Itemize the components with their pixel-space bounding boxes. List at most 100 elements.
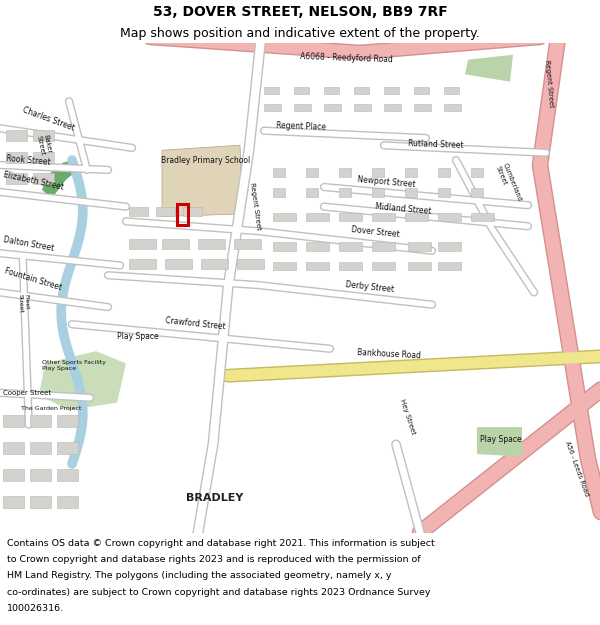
Bar — [372, 213, 395, 221]
Bar — [354, 104, 371, 111]
Bar — [273, 242, 296, 251]
Text: Hey Street: Hey Street — [399, 399, 416, 436]
Bar — [33, 173, 54, 184]
Bar — [372, 188, 384, 197]
Bar — [6, 130, 27, 141]
Bar — [33, 152, 54, 162]
Bar — [3, 496, 24, 508]
Text: Crawford Street: Crawford Street — [165, 316, 226, 331]
Text: Cumberland
Street: Cumberland Street — [495, 162, 523, 205]
Text: Regent Street: Regent Street — [249, 182, 262, 231]
Bar — [438, 261, 461, 271]
Bar — [405, 188, 417, 197]
Bar — [384, 104, 401, 111]
Text: HM Land Registry. The polygons (including the associated geometry, namely x, y: HM Land Registry. The polygons (includin… — [7, 571, 392, 581]
Bar — [57, 496, 78, 508]
Text: Regent Street: Regent Street — [544, 59, 554, 108]
Bar — [165, 259, 192, 269]
Text: Play Space: Play Space — [480, 435, 521, 444]
Bar — [57, 415, 78, 427]
Text: Derby Street: Derby Street — [345, 281, 395, 294]
Text: Regent Place: Regent Place — [276, 121, 326, 132]
Text: 100026316.: 100026316. — [7, 604, 64, 612]
Bar — [30, 496, 51, 508]
Bar — [471, 168, 483, 177]
Text: The Garden Project: The Garden Project — [21, 406, 82, 411]
Bar — [471, 188, 483, 197]
Bar — [339, 213, 362, 221]
Text: Elizabeth Street: Elizabeth Street — [3, 170, 65, 191]
Bar — [414, 104, 431, 111]
Bar — [405, 213, 428, 221]
Bar — [438, 213, 461, 221]
Bar — [372, 242, 395, 251]
Polygon shape — [465, 55, 513, 82]
Bar — [306, 261, 329, 271]
Bar — [129, 239, 156, 249]
Bar — [294, 87, 309, 94]
Bar — [57, 442, 78, 454]
Bar — [3, 415, 24, 427]
Bar — [30, 469, 51, 481]
Text: BRADLEY: BRADLEY — [186, 492, 244, 502]
Bar — [273, 188, 285, 197]
Polygon shape — [42, 160, 78, 199]
Text: Charles Street: Charles Street — [21, 106, 76, 132]
Bar — [405, 168, 417, 177]
Bar — [339, 261, 362, 271]
Text: Rutland Street: Rutland Street — [408, 139, 464, 150]
Text: Play Space: Play Space — [117, 332, 158, 341]
Bar — [30, 415, 51, 427]
Text: Bankhouse Road: Bankhouse Road — [357, 348, 421, 361]
Bar — [183, 207, 202, 216]
Bar — [306, 168, 318, 177]
Text: Map shows position and indicative extent of the property.: Map shows position and indicative extent… — [120, 28, 480, 41]
Text: Baker
Street: Baker Street — [36, 134, 53, 156]
Text: to Crown copyright and database rights 2023 and is reproduced with the permissio: to Crown copyright and database rights 2… — [7, 555, 421, 564]
Bar — [201, 259, 228, 269]
Text: A56 - Leeds Road: A56 - Leeds Road — [564, 440, 590, 497]
Polygon shape — [477, 427, 522, 456]
Bar — [264, 87, 279, 94]
Bar — [177, 204, 188, 225]
Bar — [324, 87, 339, 94]
Text: 53, DOVER STREET, NELSON, BB9 7RF: 53, DOVER STREET, NELSON, BB9 7RF — [152, 5, 448, 19]
Bar — [3, 442, 24, 454]
Bar — [339, 168, 351, 177]
Bar — [438, 168, 450, 177]
Bar — [444, 104, 461, 111]
Text: Contains OS data © Crown copyright and database right 2021. This information is : Contains OS data © Crown copyright and d… — [7, 539, 435, 548]
Bar — [324, 104, 341, 111]
Text: Dalton Street: Dalton Street — [3, 235, 55, 252]
Bar — [162, 239, 189, 249]
Text: Fleet
Street: Fleet Street — [18, 294, 29, 313]
Bar — [33, 130, 54, 141]
Bar — [273, 261, 296, 271]
Bar — [339, 242, 362, 251]
Text: Midland Street: Midland Street — [375, 202, 432, 216]
Bar — [438, 188, 450, 197]
Bar — [198, 239, 225, 249]
Bar — [273, 213, 296, 221]
Text: Rook Street: Rook Street — [6, 154, 51, 167]
Bar — [6, 152, 27, 162]
Bar — [306, 188, 318, 197]
Bar — [264, 104, 281, 111]
Text: A6068 - Reedyford Road: A6068 - Reedyford Road — [300, 52, 393, 64]
Bar — [306, 242, 329, 251]
Bar — [30, 442, 51, 454]
Bar — [471, 213, 494, 221]
Text: Cooper Street: Cooper Street — [3, 390, 51, 396]
Text: Bradley Primary School: Bradley Primary School — [161, 156, 250, 164]
Bar — [6, 173, 27, 184]
Text: Dover Street: Dover Street — [351, 226, 400, 239]
Bar — [129, 207, 148, 216]
Bar — [408, 242, 431, 251]
Bar — [414, 87, 429, 94]
Bar — [129, 259, 156, 269]
Bar — [3, 469, 24, 481]
Bar — [273, 168, 285, 177]
Bar — [372, 261, 395, 271]
Polygon shape — [162, 146, 243, 216]
Polygon shape — [39, 351, 126, 410]
